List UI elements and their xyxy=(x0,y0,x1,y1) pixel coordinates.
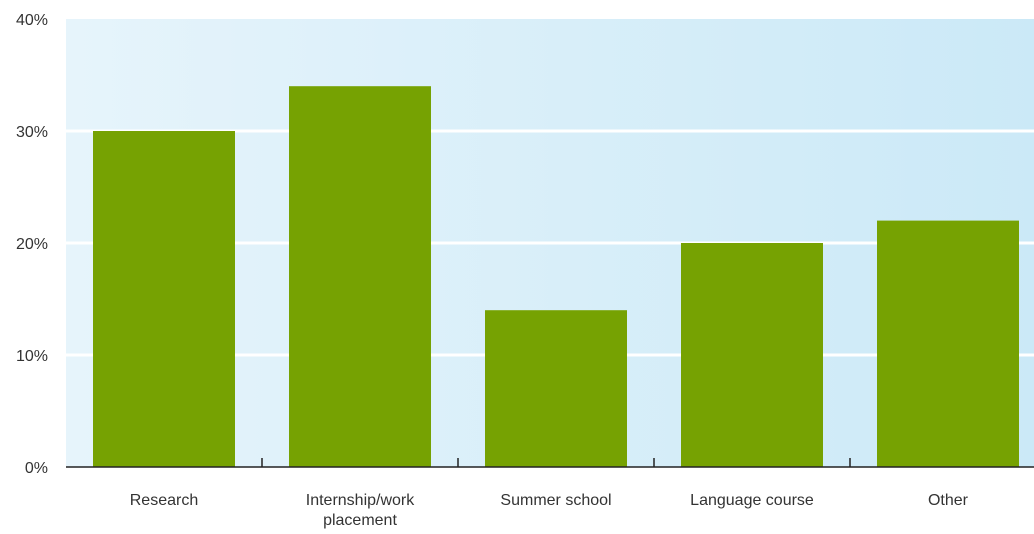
y-tick-labels: 0% 10% 20% 30% 40% xyxy=(16,12,48,477)
y-tick-label: 20% xyxy=(16,236,48,253)
x-tick-label: Language course xyxy=(690,492,814,509)
x-axis xyxy=(66,458,1034,468)
x-tick-labels: Research Internship/work placement Summer s… xyxy=(130,492,969,529)
bar-language-course xyxy=(681,243,823,467)
x-tick-label: Summer school xyxy=(500,492,611,509)
y-tick-label: 0% xyxy=(25,460,48,477)
y-tick-label: 40% xyxy=(16,12,48,29)
y-tick-label: 10% xyxy=(16,348,48,365)
bar-research xyxy=(93,131,235,467)
bars xyxy=(93,86,1019,467)
x-tick-label: Internship/work placement xyxy=(306,492,415,529)
bar-internship-work-placement xyxy=(289,86,431,467)
x-tick-label: Other xyxy=(928,492,969,509)
bar-other xyxy=(877,220,1019,467)
x-tick-label: Research xyxy=(130,492,198,509)
y-tick-label: 30% xyxy=(16,124,48,141)
bar-summer-school xyxy=(485,310,627,467)
